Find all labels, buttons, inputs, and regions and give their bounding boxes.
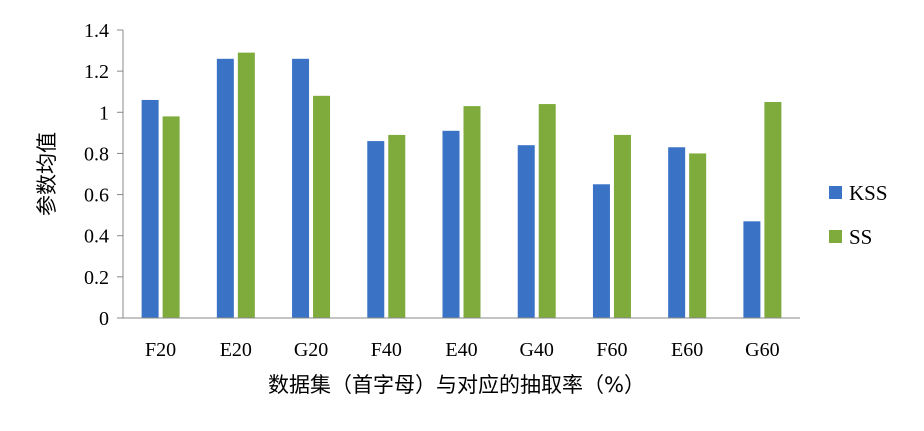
y-tick-label: 0.2 [84, 267, 109, 289]
bar-kss-g60 [743, 221, 761, 318]
x-tick-label: F40 [371, 339, 402, 361]
legend: KSS SS [829, 181, 888, 249]
bar-ss-f60 [613, 134, 631, 318]
bar-ss-f40 [388, 134, 406, 318]
bar-ss-e40 [463, 106, 481, 318]
x-tick-label: F20 [145, 339, 176, 361]
x-tick-label: F60 [596, 339, 627, 361]
bar-kss-g40 [517, 145, 535, 318]
bar-kss-e20 [216, 58, 234, 319]
bar-ss-g20 [313, 95, 331, 318]
bar-kss-f20 [141, 99, 159, 318]
legend-label-ss: SS [849, 225, 872, 249]
y-tick-label: 0.8 [84, 143, 109, 165]
x-tick-label: G40 [519, 339, 553, 361]
legend-swatch-ss [829, 230, 842, 243]
y-tick-label: 0.6 [84, 185, 109, 207]
bar-ss-g40 [538, 104, 556, 318]
x-tick-label: E20 [220, 339, 252, 361]
bar-kss-g20 [292, 58, 310, 319]
bar-kss-f40 [367, 141, 385, 318]
y-axis-title: 参数均值 [35, 132, 59, 216]
bar-ss-g60 [764, 102, 782, 318]
y-tick-label: 1 [99, 102, 109, 124]
y-tick-label: 0 [99, 308, 109, 330]
x-tick-label: E60 [671, 339, 703, 361]
y-tick-label: 1.4 [84, 20, 109, 42]
bar-ss-e20 [237, 52, 255, 318]
y-tick-label: 1.2 [84, 61, 109, 83]
x-tick-label: G20 [294, 339, 328, 361]
bar-ss-f20 [162, 116, 180, 319]
x-tick-label: G60 [745, 339, 779, 361]
legend-label-kss: KSS [849, 181, 888, 205]
y-axis-ticks: 0 0.2 0.4 0.6 0.8 1 1.2 1.4 [84, 20, 123, 330]
bar-kss-e40 [442, 130, 460, 318]
x-axis-ticks: F20 E20 G20 F40 E40 G40 F60 E60 G60 [145, 339, 780, 361]
x-tick-label: E40 [445, 339, 477, 361]
bar-kss-f60 [592, 184, 610, 318]
legend-swatch-kss [829, 186, 842, 199]
bars [141, 52, 782, 319]
x-axis-title: 数据集（首字母）与对应的抽取率（%） [268, 373, 645, 397]
bar-kss-e60 [668, 147, 686, 318]
bar-ss-e60 [689, 153, 707, 318]
y-tick-label: 0.4 [84, 226, 109, 248]
